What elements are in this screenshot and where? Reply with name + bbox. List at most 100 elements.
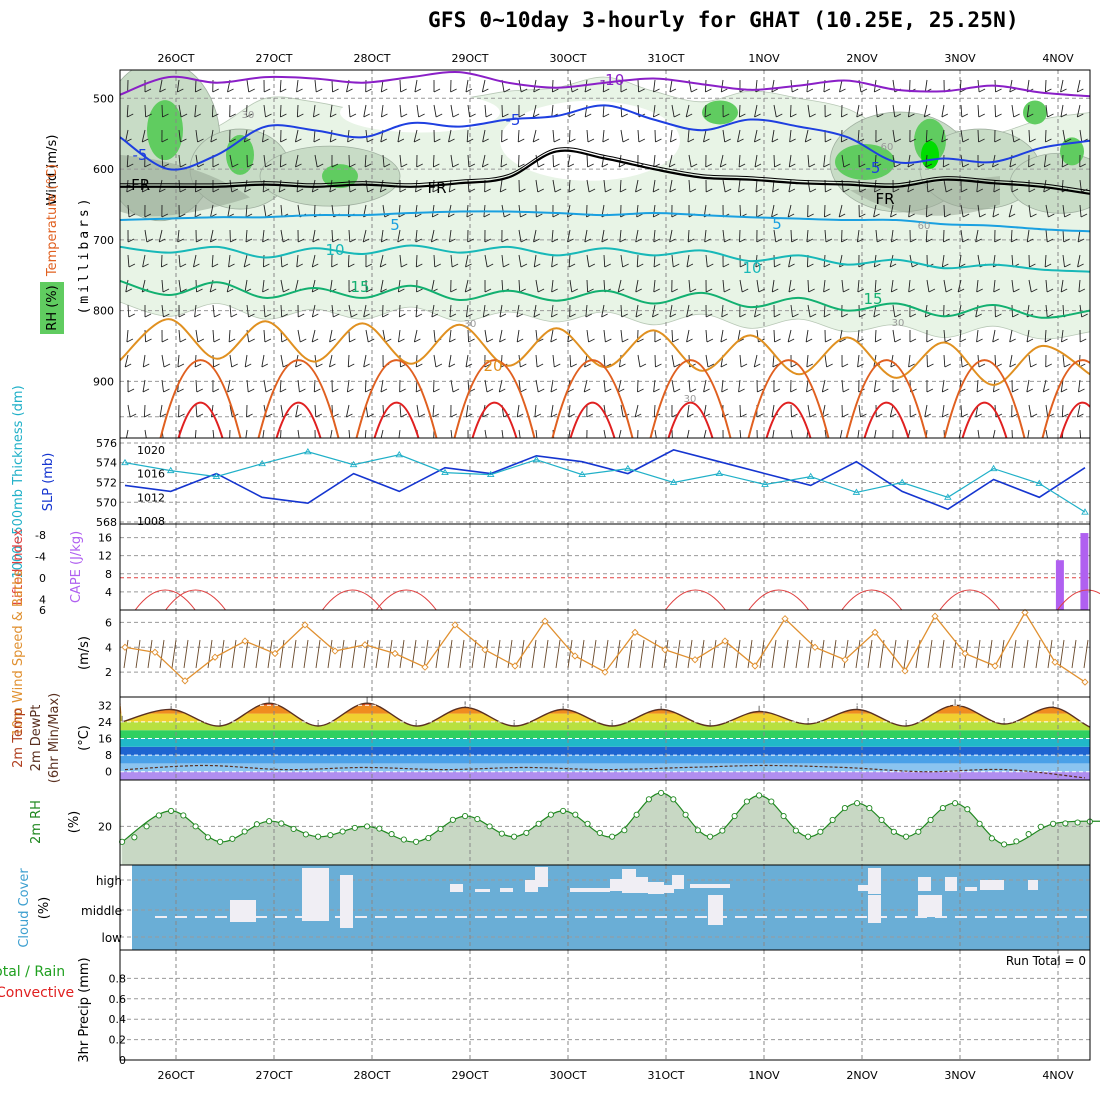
wind-barb-flag: [262, 138, 269, 143]
wind-barb: [195, 279, 197, 293]
wind-barb: [653, 229, 656, 243]
wind-barb: [415, 229, 418, 243]
wind-barb: [500, 354, 503, 368]
wind-barb: [535, 329, 538, 343]
wind-barb: [550, 379, 554, 393]
wind-barb-flag: [554, 363, 561, 368]
wind-barb-flag: [265, 113, 272, 118]
wind-barb: [1028, 204, 1031, 218]
wind10-barb: [1011, 639, 1017, 669]
top-day-label: 26OCT: [157, 52, 194, 65]
wind-barb-flag: [687, 413, 694, 418]
contour-label: 30: [892, 318, 905, 329]
wind10-point: [1051, 658, 1059, 666]
wind-barb: [297, 429, 300, 438]
wind-barb-flag: [635, 313, 643, 318]
wind-barb-flag: [532, 138, 540, 143]
rh2m-point: [327, 832, 334, 839]
wind-barb: [1009, 329, 1013, 343]
wind-barb: [637, 129, 640, 143]
wind-barb-flag: [502, 113, 509, 118]
wind-barb-flag: [197, 338, 205, 343]
wind-barb-flag: [669, 238, 676, 243]
wind-barb-flag: [772, 188, 779, 193]
wind-barb-flag: [634, 413, 642, 418]
wind-barb-flag: [1028, 163, 1035, 168]
wind-barb-flag: [941, 138, 948, 143]
wind-barb: [1062, 354, 1065, 368]
wind-barb-flag: [126, 338, 134, 343]
wind-barb: [823, 154, 826, 168]
wind-barb: [1011, 429, 1013, 438]
wind-barb: [603, 179, 606, 193]
wind-barb-flag: [232, 163, 239, 168]
wind-barb-flag: [516, 313, 524, 318]
wind-barb-flag: [756, 413, 763, 418]
isotherm-25: [1041, 359, 1090, 438]
wind-barb: [397, 129, 401, 143]
wind-barb: [464, 279, 469, 293]
wind-barb-flag: [399, 313, 406, 318]
wind-barb-flag: [399, 388, 406, 393]
wind-barb-flag: [518, 138, 525, 143]
wind-barb: [960, 104, 963, 118]
wind-barb: [960, 354, 963, 368]
wind-barb-flag: [296, 88, 303, 93]
wind-barb-flag: [501, 138, 508, 143]
wind-barb-flag: [538, 388, 545, 393]
wind-barb-flag: [894, 138, 902, 143]
wind-barb: [195, 329, 199, 343]
wind-barb-flag: [621, 113, 628, 118]
wind-barb-flag: [468, 163, 476, 168]
wind-barb: [1043, 154, 1047, 168]
wind-barb-flag: [824, 213, 831, 218]
wind-barb-flag: [380, 138, 387, 143]
thickness-point: [852, 488, 861, 495]
wind-barb-flag: [265, 163, 272, 168]
wind-barb: [1028, 354, 1032, 368]
wind-barb-flag: [229, 113, 236, 118]
wind-barb-flag: [670, 138, 677, 143]
wind-barb-flag: [622, 138, 630, 143]
wind-barb-flag: [687, 138, 695, 143]
wind-barb: [586, 254, 590, 268]
wind-barb-flag: [843, 188, 850, 193]
wind-barb-flag: [195, 88, 202, 93]
wind-barb-flag: [280, 439, 286, 442]
wind-barb: [636, 254, 639, 268]
wind-barb-flag: [907, 439, 913, 442]
wind-barb: [516, 404, 520, 418]
wind-barb-flag: [721, 388, 728, 393]
wind-barb: [1061, 154, 1064, 168]
wind-barb: [669, 229, 673, 243]
wind-barb: [875, 104, 878, 118]
wind-barb: [960, 229, 964, 243]
wind-barb-flag: [397, 138, 405, 143]
wind-barb: [992, 379, 996, 393]
wind-barb: [126, 154, 129, 168]
bottom-day-label: 29OCT: [451, 1069, 488, 1082]
wind-barb-flag: [774, 263, 781, 268]
wind-barb-flag: [1047, 238, 1054, 243]
wind-barb-flag: [1013, 138, 1021, 143]
wind-barb: [535, 179, 539, 193]
wind10-barb: [147, 639, 153, 669]
rh2m-point: [1013, 838, 1020, 845]
wind-barb-flag: [212, 88, 219, 93]
wind-barb: [1045, 204, 1049, 218]
wind-barb-flag: [789, 163, 796, 168]
wind-barb: [263, 304, 266, 318]
rh2m-tick: 20: [98, 820, 112, 833]
wind-barb: [924, 79, 928, 93]
ylabel-temp-unit: (°C): [77, 725, 92, 751]
wind-barb-flag: [908, 288, 915, 293]
wind-barb-flag: [588, 263, 596, 268]
wind-barb: [586, 279, 589, 293]
wind10-point: [361, 641, 369, 649]
wind-barb: [176, 79, 180, 93]
wind-barb-flag: [857, 363, 864, 368]
wind-barb-flag: [1063, 238, 1070, 243]
wind-barb-flag: [773, 388, 781, 393]
wind-barb: [127, 304, 130, 318]
wind-barb-flag: [755, 263, 763, 268]
